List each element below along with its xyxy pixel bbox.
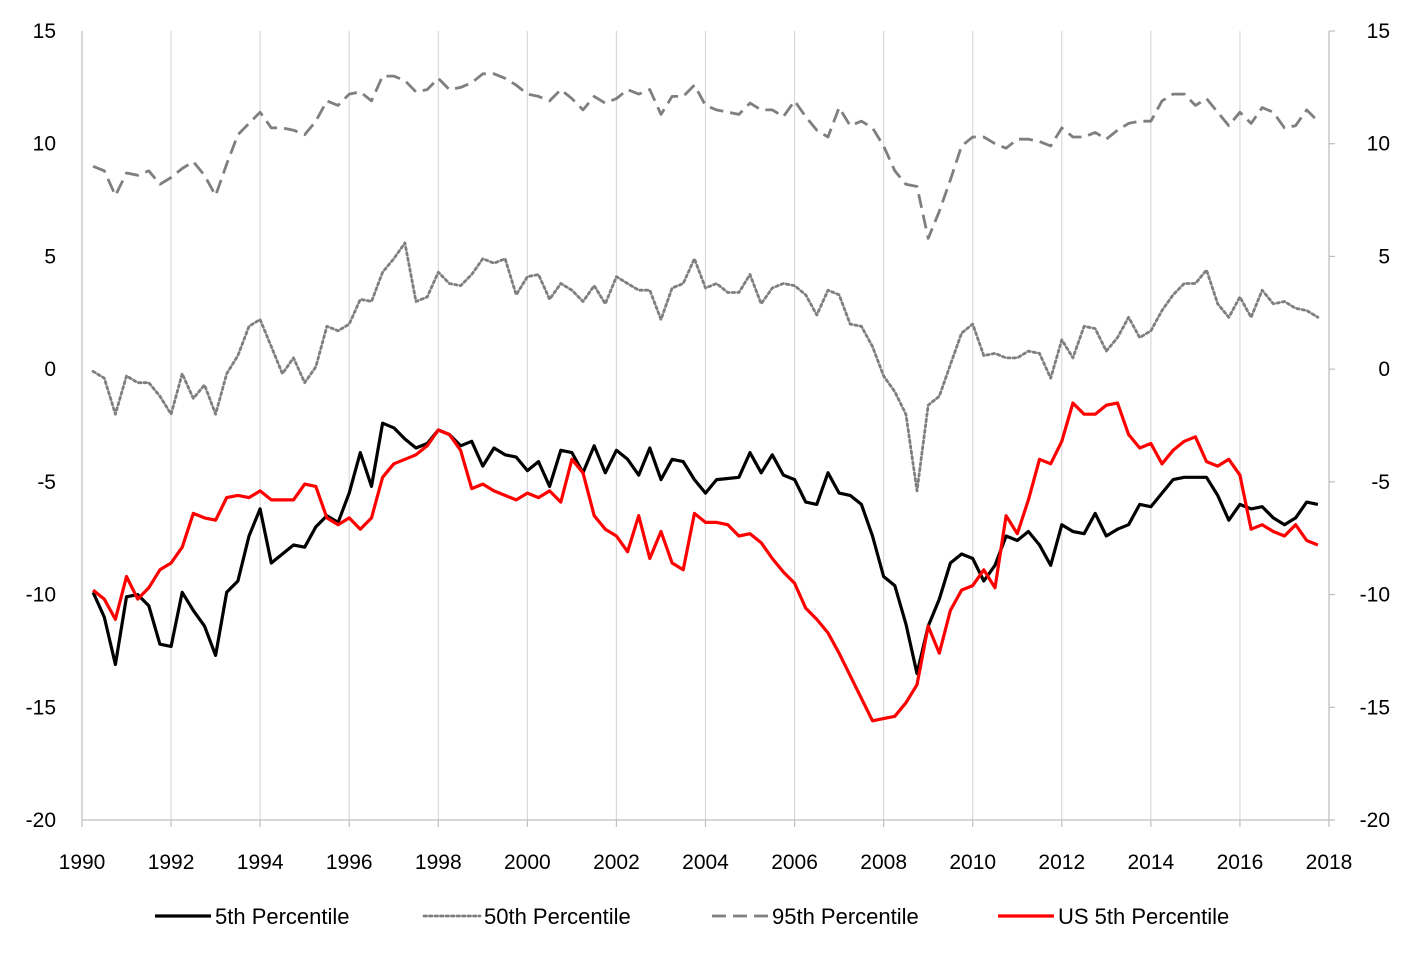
vertical-gridlines — [170, 31, 1330, 820]
x-tick-label: 1996 — [326, 851, 373, 874]
x-tick-label: 2012 — [1038, 851, 1085, 874]
series-line-50th-percentile — [91, 241, 1320, 493]
y-tick-label-right: 10 — [1367, 133, 1390, 156]
legend-item: 5th Percentile — [155, 904, 350, 929]
x-tick-label: 2006 — [771, 851, 818, 874]
x-tick-label: 2018 — [1306, 851, 1353, 874]
y-tick-label-right: -10 — [1360, 584, 1390, 607]
y-tick-label-left: -5 — [37, 471, 56, 494]
y-tick-label-right: 0 — [1378, 358, 1390, 381]
x-tick-label: 2002 — [593, 851, 640, 874]
y-tick-label-right: 15 — [1367, 20, 1390, 43]
x-tick-label: 2008 — [860, 851, 907, 874]
legend-label: 5th Percentile — [215, 904, 350, 929]
y-tick-label-left: 0 — [44, 358, 56, 381]
y-tick-label-left: 15 — [33, 20, 56, 43]
x-tick-label: 2004 — [682, 851, 729, 874]
legend: 5th Percentile 50th Percentile 95th Percen… — [155, 904, 1229, 929]
y-tick-label-left: 5 — [44, 245, 56, 268]
x-tick-label: 2010 — [949, 851, 996, 874]
series-lines — [91, 72, 1320, 723]
x-tick-label: 2014 — [1127, 851, 1174, 874]
y-tick-label-left: -15 — [26, 696, 56, 719]
y-tick-label-left: 10 — [33, 133, 56, 156]
x-tick-label: 1994 — [237, 851, 284, 874]
legend-item: 50th Percentile — [422, 904, 631, 929]
legend-label: 50th Percentile — [484, 904, 631, 929]
axes — [81, 30, 1335, 827]
y-tick-label-right: -15 — [1360, 696, 1390, 719]
series-line-us-5th-percentile — [92, 401, 1319, 723]
legend-item: 95th Percentile — [712, 904, 919, 929]
series-line-5th-percentile — [91, 421, 1319, 676]
y-tick-label-left: -20 — [26, 809, 56, 832]
x-tick-label: 1992 — [148, 851, 195, 874]
y-tick-label-left: -10 — [26, 584, 56, 607]
y-tick-label-right: 5 — [1378, 245, 1390, 268]
y-tick-label-right: -5 — [1371, 471, 1390, 494]
legend-label: 95th Percentile — [772, 904, 919, 929]
x-tick-label: 1998 — [415, 851, 462, 874]
legend-item: US 5th Percentile — [998, 904, 1229, 929]
series-line-95th-percentile — [92, 72, 1319, 240]
x-tick-label: 2016 — [1217, 851, 1264, 874]
x-tick-label: 2000 — [504, 851, 551, 874]
y-tick-label-right: -20 — [1360, 809, 1390, 832]
legend-label: US 5th Percentile — [1058, 904, 1229, 929]
x-tick-label: 1990 — [59, 851, 106, 874]
